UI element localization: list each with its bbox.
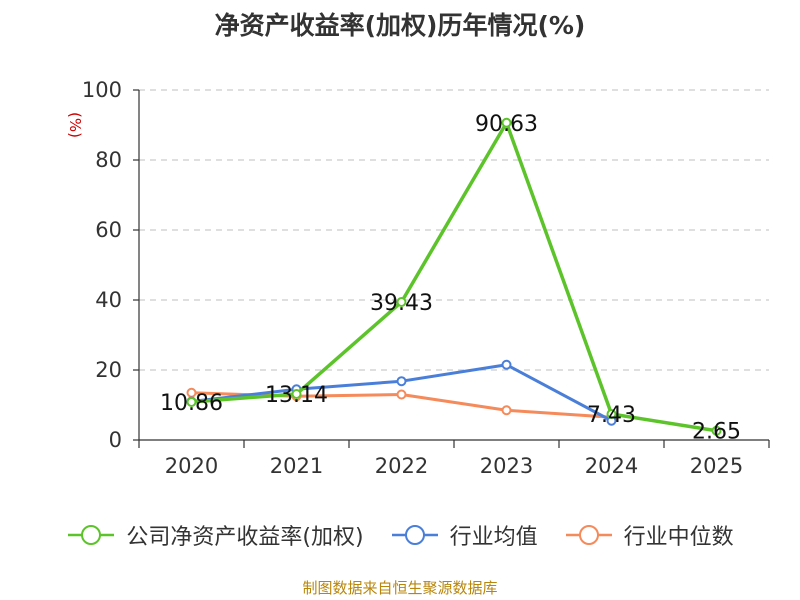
y-tick-label-100: 100 bbox=[82, 78, 122, 102]
legend-swatch-industry-median bbox=[565, 525, 612, 545]
data-label-2024: 7.43 bbox=[587, 403, 636, 428]
x-tick-label-2021: 2021 bbox=[270, 454, 323, 478]
x-tick-label-2024: 2024 bbox=[585, 454, 638, 478]
legend-label-industry-median: 行业中位数 bbox=[623, 525, 734, 550]
legend-label-company: 公司净资产收益率(加权) bbox=[126, 525, 364, 550]
legend-swatch-company bbox=[68, 525, 115, 545]
y-tick-label-20: 20 bbox=[95, 358, 122, 382]
legend-item-company[interactable]: 公司净资产收益率(加权) bbox=[66, 519, 364, 551]
legend-item-industry-median[interactable]: 行业中位数 bbox=[564, 519, 734, 551]
series-2-point-2022 bbox=[396, 389, 407, 400]
source-note: 制图数据来自恒生聚源数据库 bbox=[302, 579, 498, 597]
x-tick-label-2025: 2025 bbox=[690, 454, 743, 478]
x-tick-label-2023: 2023 bbox=[480, 454, 533, 478]
series-0-point-2023 bbox=[501, 117, 512, 128]
series-1-point-2022 bbox=[396, 376, 407, 387]
x-tick-label-2022: 2022 bbox=[375, 454, 428, 478]
data-label-2020: 10.86 bbox=[160, 391, 223, 416]
legend: 公司净资产收益率(加权) 行业均值 行业中位数 bbox=[0, 519, 800, 551]
chart-title: 净资产收益率(加权)历年情况(%) bbox=[214, 11, 586, 40]
y-axis-unit: (%) bbox=[66, 112, 84, 138]
series-2-point-2023 bbox=[501, 405, 512, 416]
legend-label-industry-avg: 行业均值 bbox=[449, 525, 538, 550]
y-tick-label-40: 40 bbox=[95, 288, 122, 312]
legend-marker-company bbox=[81, 525, 102, 545]
data-label-2021: 13.14 bbox=[265, 383, 328, 408]
series-0-point-2024 bbox=[606, 408, 617, 419]
series-0-point-2025 bbox=[711, 425, 722, 436]
y-tick-label-0: 0 bbox=[109, 428, 122, 452]
legend-marker-industry-median bbox=[578, 525, 599, 545]
series-line-0 bbox=[191, 121, 717, 433]
y-tick-label-60: 60 bbox=[95, 218, 122, 242]
legend-item-industry-avg[interactable]: 行业均值 bbox=[390, 519, 538, 551]
series-0-point-2020 bbox=[186, 396, 197, 407]
series-1-point-2023 bbox=[501, 359, 512, 370]
x-tick-label-2020: 2020 bbox=[165, 454, 218, 478]
y-tick-label-80: 80 bbox=[95, 148, 122, 172]
series-0-point-2021 bbox=[291, 389, 302, 400]
data-label-2023: 90.63 bbox=[475, 112, 538, 137]
series-0-point-2022 bbox=[396, 296, 407, 307]
legend-swatch-industry-avg bbox=[391, 525, 438, 545]
legend-marker-industry-avg bbox=[404, 525, 425, 545]
data-label-2022: 39.43 bbox=[370, 291, 433, 316]
data-label-2025: 2.65 bbox=[692, 420, 741, 445]
